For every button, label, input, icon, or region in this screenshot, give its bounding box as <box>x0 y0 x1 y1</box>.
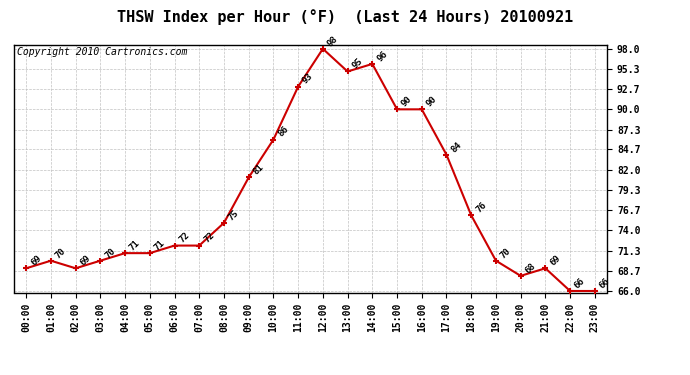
Text: 86: 86 <box>276 125 290 139</box>
Text: THSW Index per Hour (°F)  (Last 24 Hours) 20100921: THSW Index per Hour (°F) (Last 24 Hours)… <box>117 9 573 25</box>
Text: Copyright 2010 Cartronics.com: Copyright 2010 Cartronics.com <box>17 48 187 57</box>
Text: 95: 95 <box>351 57 364 71</box>
Text: 69: 69 <box>548 254 562 267</box>
Text: 66: 66 <box>598 276 611 290</box>
Text: 75: 75 <box>227 208 241 222</box>
Text: 69: 69 <box>79 254 92 267</box>
Text: 72: 72 <box>177 231 191 245</box>
Text: 70: 70 <box>499 246 513 260</box>
Text: 81: 81 <box>251 163 266 177</box>
Text: 98: 98 <box>326 34 339 48</box>
Text: 93: 93 <box>301 72 315 86</box>
Text: 84: 84 <box>449 140 463 154</box>
Text: 72: 72 <box>202 231 216 245</box>
Text: 90: 90 <box>424 94 439 108</box>
Text: 96: 96 <box>375 49 389 63</box>
Text: 70: 70 <box>103 246 117 260</box>
Text: 90: 90 <box>400 94 414 108</box>
Text: 69: 69 <box>29 254 43 267</box>
Text: 70: 70 <box>54 246 68 260</box>
Text: 66: 66 <box>573 276 587 290</box>
Text: 68: 68 <box>524 261 538 275</box>
Text: 71: 71 <box>128 238 142 252</box>
Text: 71: 71 <box>152 238 166 252</box>
Text: 76: 76 <box>474 201 488 214</box>
